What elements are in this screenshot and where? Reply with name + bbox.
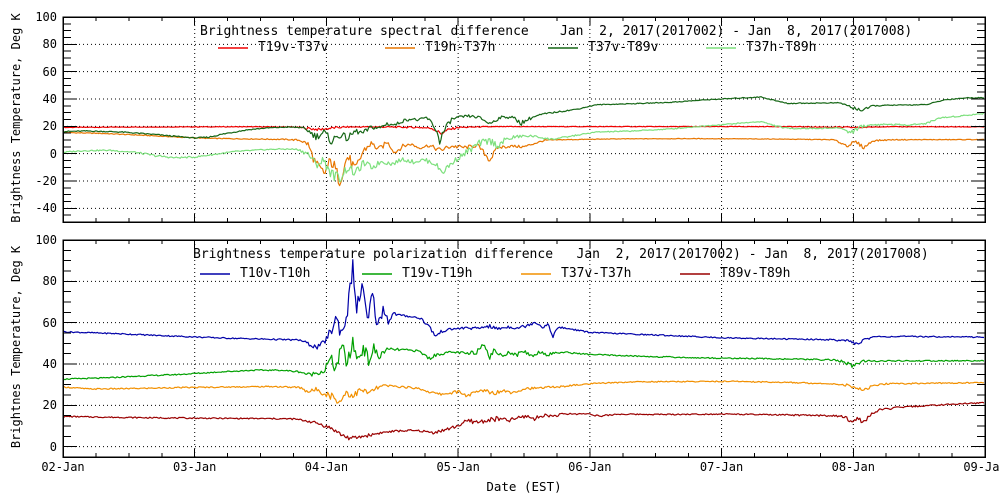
ytick-label-panel2: 40: [42, 357, 57, 371]
series-line-T19v-T19h: [64, 336, 984, 381]
series-line-T19h-T37h: [64, 131, 984, 187]
axis-ticks-panel1: [62, 16, 986, 222]
legend-label-T37h-T89h: T37h-T89h: [746, 40, 817, 55]
plot-box-panel1: [62, 16, 986, 223]
legend-label-T10v-T10h: T10v-T10h: [240, 266, 311, 281]
legend-label-T19h-T37h: T19h-T37h: [425, 40, 496, 55]
ytick-label-panel1: 60: [42, 64, 57, 79]
xtick-label: 08-Jan: [831, 460, 875, 474]
x-axis-title: Date (EST): [486, 479, 562, 494]
series-line-T37h-T89h: [64, 112, 984, 183]
ytick-label-panel1: -20: [35, 174, 57, 188]
xtick-label: 04-Jan: [304, 460, 349, 474]
legend-label-T89v-T89h: T89v-T89h: [720, 266, 791, 281]
series-line-T19v-T37v: [64, 125, 984, 135]
ytick-label-panel1: 0: [49, 146, 57, 161]
ytick-label-panel2: 0: [49, 439, 57, 454]
legend-label-T37v-T37h: T37v-T37h: [561, 266, 632, 281]
grid-panel1: [63, 17, 985, 222]
ytick-label-panel2: 60: [42, 315, 57, 330]
series-line-T89v-T89h: [64, 401, 984, 441]
plot-box-panel2: [62, 239, 986, 458]
ytick-label-panel1: 40: [42, 92, 57, 106]
ytick-label-panel1: -40: [35, 201, 57, 216]
grid-panel2: [63, 240, 985, 457]
series-line-T37v-T89v: [64, 96, 984, 145]
ytick-label-panel1: 80: [42, 37, 57, 52]
xtick-label: 02-Jan: [41, 460, 85, 474]
legend-label-T37v-T89v: T37v-T89v: [588, 40, 659, 55]
panel-title-top: Brightness temperature spectral differen…: [200, 24, 913, 39]
ytick-label-panel2: 80: [42, 274, 57, 289]
ytick-label-panel1: 20: [42, 119, 57, 134]
xtick-label: 05-Jan: [436, 460, 480, 474]
axis-ticks-panel2: [62, 239, 986, 457]
xtick-label: 07-Jan: [699, 460, 744, 474]
xtick-label: 09-Jan: [963, 460, 1000, 474]
xtick-label: 03-Jan: [173, 460, 217, 474]
ytick-label-panel1: 100: [35, 10, 57, 24]
series-line-T37v-T37h: [64, 380, 984, 404]
legend-label-T19v-T19h: T19v-T19h: [402, 266, 473, 281]
legend-label-T19v-T37v: T19v-T37v: [258, 40, 329, 55]
xtick-label: 06-Jan: [568, 460, 612, 474]
series-line-T10v-T10h: [64, 259, 984, 350]
panel-title-bottom: Brightness temperature polarization diff…: [193, 247, 929, 262]
ytick-label-panel2: 20: [42, 398, 57, 413]
ytick-label-panel2: 100: [35, 233, 57, 247]
